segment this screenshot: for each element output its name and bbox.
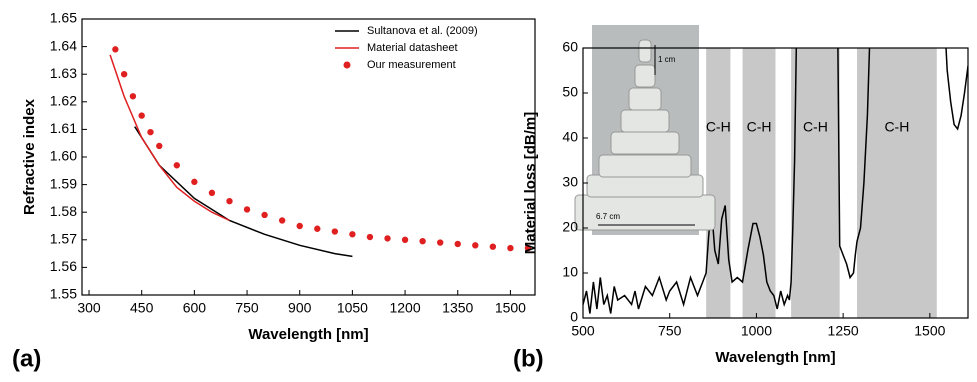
y-tick-label: 1.64	[50, 37, 77, 53]
legend-label: Material datasheet	[367, 42, 458, 54]
legend-label: Sultanova et al. (2009)	[367, 25, 478, 37]
data-point	[190, 178, 199, 186]
x-tick-label: 1500	[495, 300, 526, 316]
x-tick-label: 900	[288, 300, 312, 316]
y-tick-label: 1.58	[50, 203, 77, 219]
data-point	[366, 233, 374, 241]
data-point	[489, 242, 497, 251]
data-point	[278, 216, 286, 225]
band-label: C-H	[803, 119, 828, 135]
x-tick-label: 600	[183, 300, 207, 316]
y-tick-label: 1.61	[50, 120, 77, 136]
data-line	[109, 54, 230, 222]
inset-tier	[628, 87, 662, 111]
y-tick-label: 20	[562, 219, 578, 235]
legend-label: Our measurement	[367, 59, 456, 71]
panel-label: (b)	[513, 345, 544, 372]
legend-marker	[343, 61, 351, 69]
data-point	[524, 244, 532, 252]
inset-label: 1 cm	[658, 55, 676, 64]
y-tick-label: 40	[562, 129, 578, 145]
data-point	[348, 230, 357, 239]
band-label: C-H	[706, 119, 731, 135]
panel-label: (a)	[12, 345, 41, 372]
data-point	[453, 240, 462, 248]
y-tick-label: 1.55	[50, 286, 77, 302]
plot-area	[583, 48, 968, 318]
data-point	[208, 189, 216, 197]
data-point	[506, 244, 515, 252]
data-point	[155, 142, 164, 150]
x-tick-label: 1000	[741, 323, 772, 339]
band	[857, 48, 937, 318]
data-point	[225, 197, 234, 205]
data-point	[436, 238, 444, 247]
x-tick-label: 1350	[442, 300, 473, 316]
y-tick-label: 1.56	[50, 258, 77, 274]
data-point	[401, 236, 409, 244]
inset-tier	[610, 131, 680, 155]
x-tick-label: 300	[77, 300, 101, 316]
inset-photo	[574, 25, 716, 235]
data-point	[383, 234, 392, 243]
inset-label: 6.7 cm	[596, 212, 620, 221]
inset-tier	[638, 39, 652, 63]
y-tick-label: 50	[562, 84, 578, 100]
inset-tier	[586, 174, 704, 198]
x-tick-label: 1500	[914, 323, 945, 339]
x-tick-label: 1250	[828, 323, 859, 339]
data-point	[173, 161, 181, 170]
y-tick-label: 1.60	[50, 148, 77, 164]
y-axis-title: Material loss [dB/m]	[522, 112, 539, 255]
y-tick-label: 60	[562, 39, 578, 55]
band-label: C-H	[747, 119, 772, 135]
data-point	[471, 241, 480, 250]
y-tick-label: 1.59	[50, 175, 77, 191]
x-axis-title: Wavelength [nm]	[248, 326, 368, 343]
y-tick-label: 10	[562, 264, 578, 280]
data-point	[331, 227, 339, 236]
data-point	[111, 45, 120, 54]
y-tick-label: 1.57	[50, 231, 77, 247]
data-point	[120, 70, 128, 78]
y-tick-label: 1.65	[50, 10, 77, 26]
inset-tier	[620, 109, 670, 133]
y-axis-title: Refractive index	[21, 98, 38, 215]
x-tick-label: 1200	[389, 300, 420, 316]
data-line	[583, 48, 968, 314]
y-tick-label: 0	[570, 309, 578, 325]
band	[742, 48, 776, 318]
data-point	[243, 205, 251, 214]
data-line	[134, 126, 353, 258]
axes-frame	[81, 18, 536, 296]
band	[706, 48, 731, 318]
data-point	[137, 111, 146, 120]
inset-tier	[634, 64, 656, 88]
x-axis-title: Wavelength [nm]	[715, 349, 835, 366]
data-point	[129, 92, 137, 101]
data-point	[418, 237, 427, 245]
x-tick-label: 450	[130, 300, 154, 316]
data-point	[295, 222, 304, 230]
x-tick-label: 750	[658, 323, 682, 339]
x-tick-label: 500	[571, 323, 595, 339]
y-tick-label: 1.63	[50, 65, 77, 81]
inset-tier	[598, 154, 692, 178]
y-tick-label: 1.62	[50, 93, 77, 109]
data-point	[260, 211, 269, 219]
plot-area	[109, 45, 532, 258]
x-tick-label: 1050	[337, 300, 368, 316]
band-label: C-H	[884, 119, 909, 135]
x-tick-label: 750	[235, 300, 259, 316]
data-point	[313, 224, 322, 233]
band	[791, 48, 840, 318]
data-point	[146, 128, 155, 136]
y-tick-label: 30	[562, 174, 578, 190]
